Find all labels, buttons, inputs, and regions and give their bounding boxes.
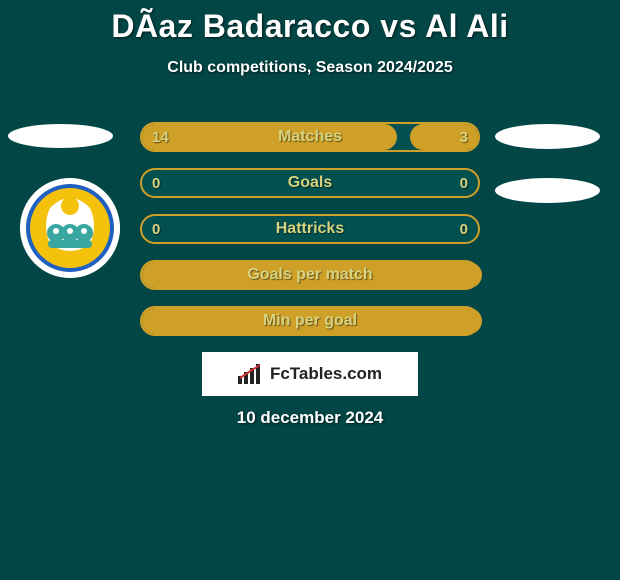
comparison-card: DÃ­az Badaracco vs Al Ali Club competiti… [0, 0, 620, 580]
bar-chart-icon [238, 364, 264, 384]
bar-label: Goals [140, 168, 480, 198]
club-badge-icon [20, 178, 120, 278]
stat-row: Hattricks0 0 [140, 214, 480, 244]
player-right-placeholder [495, 124, 600, 149]
bar-label: Goals per match [140, 260, 480, 290]
stat-row: Goals0 0 [140, 168, 480, 198]
page-title: DÃ­az Badaracco vs Al Ali [0, 0, 620, 45]
page-subtitle: Club competitions, Season 2024/2025 [0, 59, 620, 77]
bar-value-right: 0 [460, 214, 468, 244]
bar-value-left: 14 [152, 122, 169, 152]
bar-label: Hattricks [140, 214, 480, 244]
stat-row: Matches14 3 [140, 122, 480, 152]
bar-value-left: 0 [152, 214, 160, 244]
date-stamp: 10 december 2024 [0, 408, 620, 428]
club-right-placeholder [495, 178, 600, 203]
stat-row: Min per goal [140, 306, 480, 336]
player-left-placeholder [8, 124, 113, 148]
bar-label: Matches [140, 122, 480, 152]
stat-bars: Matches143Goals00Hattricks00Goals per ma… [140, 122, 480, 352]
club-left-logo [20, 178, 120, 278]
branding-text: FcTables.com [270, 364, 382, 384]
stat-row: Goals per match [140, 260, 480, 290]
branding-badge: FcTables.com [202, 352, 418, 396]
bar-value-right: 0 [460, 168, 468, 198]
bar-label: Min per goal [140, 306, 480, 336]
bar-value-left: 0 [152, 168, 160, 198]
bar-value-right: 3 [460, 122, 468, 152]
